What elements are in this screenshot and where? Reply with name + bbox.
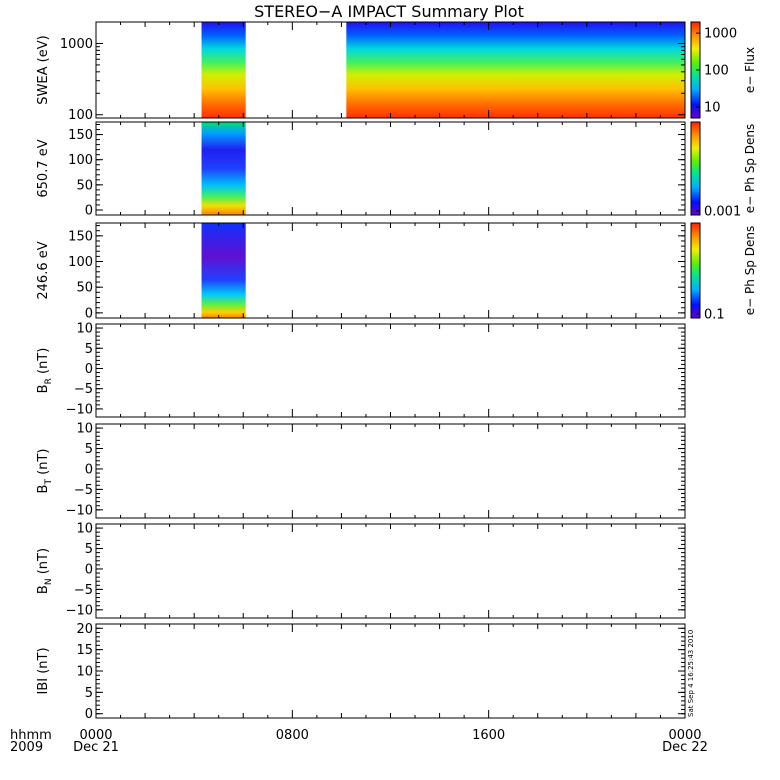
- panel-pad-246: 0 50 100 150 246.6 eV 0.1 e− Ph Sp Dens: [36, 222, 757, 323]
- colorbar: [691, 122, 700, 215]
- time-row1-label: hhmm: [10, 728, 52, 743]
- colorbar-label: e− Flux: [743, 47, 757, 93]
- y-axis-label: IBI (nT): [36, 647, 51, 694]
- colorbar-frame: [690, 121, 701, 216]
- panel-pad-650: 0 50 100 150 650.7 eV 0.001 e− Ph Sp Dens: [36, 121, 757, 220]
- y-tick-label: 150: [68, 128, 93, 143]
- time-tick-label: 0800: [276, 728, 309, 743]
- y-axis-label: BR (nT): [36, 348, 54, 394]
- panel-bt: −10 −5 0 5 10 BT (nT): [36, 422, 686, 519]
- colorbar: [691, 22, 700, 118]
- panel-frame: [95, 222, 686, 319]
- time-tick-date: Dec 22: [662, 740, 708, 755]
- time-tick-label: 0000: [79, 728, 112, 743]
- panel-bn: −10 −5 0 5 10 BN (nT): [36, 522, 686, 619]
- y-tick-label: 15: [76, 643, 93, 658]
- colorbar-tick-label: 1000: [704, 27, 737, 42]
- y-tick-label: 100: [68, 108, 93, 123]
- y-tick-label: 0: [85, 203, 93, 218]
- panel-bmag: 0 5 10 15 20 IBI (nT): [36, 622, 686, 722]
- y-tick-label: 0: [85, 462, 93, 477]
- y-tick-label: 100: [68, 153, 93, 168]
- y-tick-label: 10: [76, 322, 93, 337]
- panel-br: −10 −5 0 5 10 BR (nT): [36, 322, 686, 418]
- y-tick-label: 5: [85, 542, 93, 557]
- data-block-0: [201, 122, 246, 215]
- time-tick-date: Dec 21: [73, 740, 119, 755]
- data-block-0: [201, 223, 246, 318]
- panel-frame: [95, 423, 686, 519]
- y-tick-label: 10: [76, 422, 93, 437]
- panel-frame: [95, 323, 686, 418]
- y-tick-label: 0: [85, 362, 93, 377]
- colorbar: [691, 223, 700, 318]
- time-tick-label: 0000: [668, 728, 701, 743]
- y-tick-label: −5: [74, 382, 93, 397]
- colorbar-label: e− Ph Sp Dens: [743, 226, 757, 315]
- y-tick-label: 0: [85, 707, 93, 722]
- y-tick-label: 20: [76, 622, 93, 637]
- panel-frame: [95, 121, 686, 216]
- y-axis-label: BN (nT): [36, 548, 54, 594]
- y-axis-label: 246.6 eV: [36, 241, 51, 299]
- y-tick-label: 150: [68, 229, 93, 244]
- y-tick-label: 100: [68, 255, 93, 270]
- panel-frame: [95, 623, 686, 719]
- panel-swea: 100 1000 SWEA (eV) 10 100 1000 e− Flux: [36, 21, 757, 123]
- y-tick-label: 50: [76, 281, 93, 296]
- y-axis-label: 650.7 eV: [36, 139, 51, 197]
- y-tick-label: 0: [85, 306, 93, 321]
- y-tick-label: −10: [66, 603, 93, 618]
- y-tick-label: −10: [66, 402, 93, 417]
- y-tick-label: −5: [74, 583, 93, 598]
- data-block-0: [201, 22, 246, 118]
- y-tick-label: −5: [74, 483, 93, 498]
- y-tick-label: 1000: [60, 37, 93, 52]
- y-tick-label: 10: [76, 522, 93, 537]
- y-tick-label: 5: [85, 686, 93, 701]
- y-tick-label: 5: [85, 342, 93, 357]
- y-axis-label: SWEA (eV): [36, 35, 51, 104]
- colorbar-tick-label: 100: [704, 64, 729, 79]
- colorbar-tick-label: 10: [704, 100, 721, 115]
- colorbar-tick-label: 0.001: [704, 205, 741, 220]
- panel-frame: [95, 523, 686, 619]
- colorbar-frame: [690, 222, 701, 319]
- y-tick-label: 5: [85, 442, 93, 457]
- plot-title: STEREO−A IMPACT Summary Plot: [254, 2, 524, 21]
- y-axis-label: BT (nT): [36, 449, 54, 494]
- colorbar-label: e− Ph Sp Dens: [743, 124, 757, 213]
- data-block-1: [346, 22, 685, 118]
- time-tick-label: 1600: [472, 728, 505, 743]
- y-tick-label: 10: [76, 665, 93, 680]
- creation-stamp: Sat Sep 4 16:25:43 2010: [687, 630, 695, 717]
- colorbar-tick-label: 0.1: [704, 308, 725, 323]
- time-row2-label: 2009: [10, 740, 43, 755]
- y-tick-label: −10: [66, 503, 93, 518]
- y-tick-label: 50: [76, 178, 93, 193]
- y-tick-label: 0: [85, 562, 93, 577]
